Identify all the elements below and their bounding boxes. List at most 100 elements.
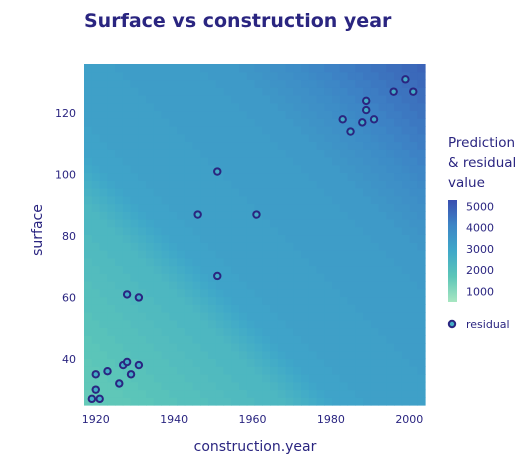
heatmap-cell — [270, 358, 279, 367]
heatmap-cell — [161, 296, 170, 305]
heatmap-cell — [417, 250, 426, 259]
heatmap-cell — [153, 257, 163, 267]
heatmap-cell — [293, 250, 302, 259]
heatmap-cell — [355, 172, 364, 181]
heatmap-cell — [301, 79, 310, 88]
heatmap-cell — [270, 374, 279, 383]
heatmap-cell — [285, 211, 294, 220]
heatmap-cell — [293, 257, 302, 267]
heatmap-cell — [332, 296, 341, 305]
heatmap-cell — [223, 234, 232, 243]
heatmap-cell — [301, 219, 310, 228]
heatmap-cell — [363, 312, 372, 321]
heatmap-cell — [138, 64, 147, 73]
heatmap-cell — [107, 118, 116, 127]
heatmap-cell — [324, 281, 333, 290]
heatmap-cell — [417, 358, 426, 367]
heatmap-cell — [386, 102, 395, 112]
heatmap-cell — [146, 64, 155, 73]
heatmap-cell — [363, 79, 372, 88]
heatmap-cell — [161, 265, 170, 274]
heatmap-cell — [161, 327, 170, 336]
heatmap-cell — [355, 79, 364, 88]
heatmap-cell — [316, 211, 325, 220]
heatmap-cell — [308, 242, 318, 251]
heatmap-cell — [84, 133, 93, 143]
heatmap-cell — [138, 188, 147, 197]
heatmap-cell — [332, 304, 341, 313]
heatmap-cell — [169, 211, 178, 220]
heatmap-cell — [184, 358, 194, 367]
heatmap-cell — [355, 95, 364, 104]
heatmap-cell — [130, 133, 139, 143]
heatmap-cell — [332, 133, 341, 143]
heatmap-cell — [192, 327, 201, 336]
heatmap-cell — [99, 327, 108, 336]
heatmap-cell — [378, 288, 387, 298]
heatmap-cell — [177, 71, 186, 81]
heatmap-cell — [316, 281, 325, 290]
heatmap-cell — [394, 242, 403, 251]
heatmap-cell — [246, 133, 256, 143]
heatmap-cell — [153, 110, 163, 119]
heatmap-cell — [208, 71, 217, 81]
heatmap-cell — [355, 126, 364, 135]
heatmap-cell — [285, 126, 294, 135]
heatmap-cell — [115, 350, 124, 360]
colorbar-tick-label: 4000 — [466, 222, 494, 235]
heatmap-cell — [339, 195, 349, 205]
heatmap-cell — [332, 234, 341, 243]
heatmap-cell — [184, 265, 194, 274]
residual-point-inner — [340, 117, 345, 122]
heatmap-cell — [115, 335, 124, 344]
heatmap-cell — [262, 389, 271, 398]
heatmap-cell — [409, 79, 418, 88]
heatmap-cell — [200, 312, 209, 321]
heatmap-cell — [231, 133, 240, 143]
heatmap-cell — [308, 397, 318, 406]
heatmap-cell — [91, 180, 101, 189]
heatmap-cell — [153, 273, 163, 282]
heatmap-cell — [84, 118, 93, 127]
heatmap-cell — [394, 296, 403, 305]
heatmap-cell — [378, 149, 387, 158]
heatmap-cell — [254, 71, 263, 81]
heatmap-cell — [316, 188, 325, 197]
heatmap-cell — [394, 87, 403, 96]
heatmap-cell — [308, 234, 318, 243]
heatmap-cell — [246, 234, 256, 243]
heatmap-cell — [161, 133, 170, 143]
heatmap-cell — [316, 327, 325, 336]
heatmap-cell — [153, 281, 163, 290]
heatmap-cell — [138, 87, 147, 96]
heatmap-cell — [347, 110, 356, 119]
heatmap-cell — [192, 188, 201, 197]
heatmap-cell — [184, 102, 194, 112]
heatmap-cell — [115, 188, 124, 197]
heatmap-cell — [332, 71, 341, 81]
residual-point-inner — [124, 292, 130, 297]
heatmap-cell — [324, 180, 333, 189]
heatmap-cell — [285, 226, 294, 236]
heatmap-cell — [91, 188, 101, 197]
heatmap-cell — [208, 203, 217, 212]
heatmap-cell — [200, 304, 209, 313]
heatmap-cell — [308, 102, 318, 112]
heatmap-cell — [177, 157, 186, 166]
heatmap-cell — [115, 250, 124, 259]
heatmap-cell — [254, 358, 263, 367]
heatmap-cell — [394, 118, 403, 127]
heatmap-cell — [200, 95, 209, 104]
heatmap-cell — [138, 95, 147, 104]
heatmap-cell — [107, 149, 116, 158]
heatmap-cell — [215, 180, 225, 189]
heatmap-cell — [239, 126, 248, 135]
heatmap-cell — [184, 64, 194, 73]
heatmap-cell — [347, 71, 356, 81]
heatmap-cell — [146, 188, 155, 197]
heatmap-cell — [246, 226, 256, 236]
heatmap-cell — [301, 64, 310, 73]
heatmap-cell — [417, 366, 426, 375]
heatmap-cell — [208, 64, 217, 73]
heatmap-cell — [107, 141, 116, 150]
